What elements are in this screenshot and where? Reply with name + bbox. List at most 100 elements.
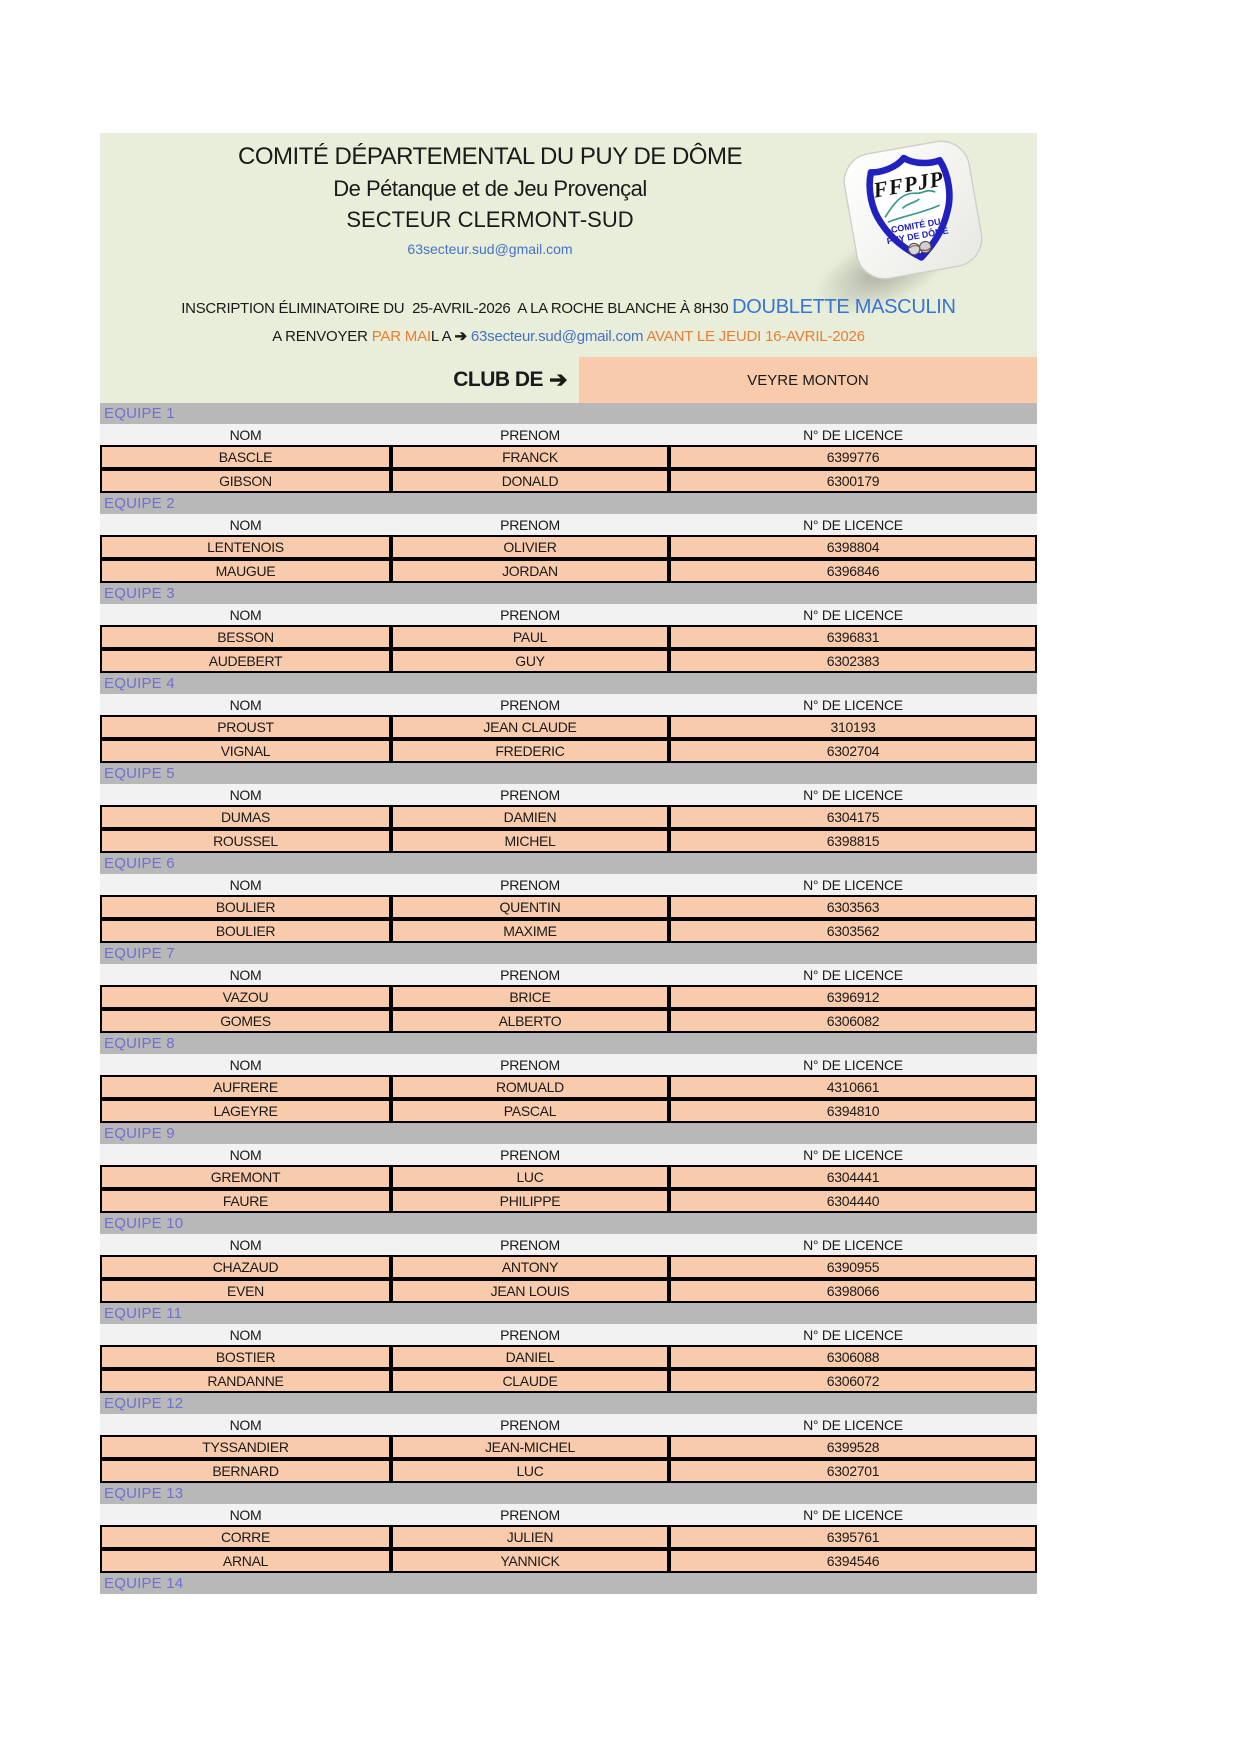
player-licence-cell: 6303562 [669,919,1037,943]
player-row: TYSSANDIER JEAN-MICHEL 6399528 [100,1435,1037,1459]
column-header-row: NOM PRENOM N° DE LICENCE [100,1414,1037,1435]
player-row: BOULIER MAXIME 6303562 [100,919,1037,943]
player-prenom-cell: JULIEN [391,1525,669,1549]
team-label-bar: EQUIPE 9 [100,1123,1037,1144]
header-email-link[interactable]: 63secteur.sud@gmail.com [407,241,573,257]
player-row: ARNAL YANNICK 6394546 [100,1549,1037,1573]
team-label-bar: EQUIPE 2 [100,493,1037,514]
player-row: FAURE PHILIPPE 6304440 [100,1189,1037,1213]
player-row: PROUST JEAN CLAUDE 310193 [100,715,1037,739]
player-nom-cell: RANDANNE [100,1369,391,1393]
player-prenom-cell: YANNICK [391,1549,669,1573]
column-header-licence: N° DE LICENCE [803,696,903,713]
player-licence-cell: 6302701 [669,1459,1037,1483]
column-header-nom: NOM [229,1416,262,1433]
team-label: EQUIPE 12 [104,1395,184,1412]
player-prenom-cell: DONALD [391,469,669,493]
team-label-bar: EQUIPE 5 [100,763,1037,784]
team-block: EQUIPE 4 NOM PRENOM N° DE LICENCE PROUST… [100,673,1037,763]
column-header-licence: N° DE LICENCE [803,966,903,983]
player-nom-cell: CHAZAUD [100,1255,391,1279]
player-nom-cell: EVEN [100,1279,391,1303]
column-header-prenom: PRENOM [500,696,560,713]
column-header-nom: NOM [229,1146,262,1163]
player-prenom-cell: DAMIEN [391,805,669,829]
player-prenom-cell: ROMUALD [391,1075,669,1099]
player-nom-cell: BERNARD [100,1459,391,1483]
team-label: EQUIPE 3 [104,585,175,602]
column-header-prenom: PRENOM [500,876,560,893]
player-prenom-cell: CLAUDE [391,1369,669,1393]
player-licence-cell: 6394810 [669,1099,1037,1123]
player-row: AUFRERE ROMUALD 4310661 [100,1075,1037,1099]
team-label-bar: EQUIPE 6 [100,853,1037,874]
column-header-prenom: PRENOM [500,426,560,443]
player-prenom-cell: PASCAL [391,1099,669,1123]
player-row: DUMAS DAMIEN 6304175 [100,805,1037,829]
team-block: EQUIPE 12 NOM PRENOM N° DE LICENCE TYSSA… [100,1393,1037,1483]
column-header-prenom: PRENOM [500,1146,560,1163]
column-header-licence: N° DE LICENCE [803,606,903,623]
player-nom-cell: BOULIER [100,919,391,943]
team-label-bar: EQUIPE 10 [100,1213,1037,1234]
player-licence-cell: 6303563 [669,895,1037,919]
player-row: GOMES ALBERTO 6306082 [100,1009,1037,1033]
player-prenom-cell: OLIVIER [391,535,669,559]
column-header-nom: NOM [229,876,262,893]
column-header-row: NOM PRENOM N° DE LICENCE [100,1504,1037,1525]
player-nom-cell: DUMAS [100,805,391,829]
player-prenom-cell: JORDAN [391,559,669,583]
column-header-licence: N° DE LICENCE [803,1506,903,1523]
column-header-row: NOM PRENOM N° DE LICENCE [100,964,1037,985]
team-label: EQUIPE 11 [104,1305,183,1322]
column-header-nom: NOM [229,786,262,803]
player-prenom-cell: QUENTIN [391,895,669,919]
player-row: GIBSON DONALD 6300179 [100,469,1037,493]
player-licence-cell: 6398815 [669,829,1037,853]
team-block: EQUIPE 10 NOM PRENOM N° DE LICENCE CHAZA… [100,1213,1037,1303]
player-nom-cell: GOMES [100,1009,391,1033]
player-row: GREMONT LUC 6304441 [100,1165,1037,1189]
column-header-row: NOM PRENOM N° DE LICENCE [100,694,1037,715]
player-prenom-cell: JEAN LOUIS [391,1279,669,1303]
return-email-link[interactable]: 63secteur.sud@gmail.com [466,328,644,345]
team-block: EQUIPE 2 NOM PRENOM N° DE LICENCE LENTEN… [100,493,1037,583]
player-licence-cell: 6399528 [669,1435,1037,1459]
player-row: LENTENOIS OLIVIER 6398804 [100,535,1037,559]
player-prenom-cell: PHILIPPE [391,1189,669,1213]
team-block: EQUIPE 1 NOM PRENOM N° DE LICENCE BASCLE… [100,403,1037,493]
player-row: MAUGUE JORDAN 6396846 [100,559,1037,583]
player-prenom-cell: ANTONY [391,1255,669,1279]
team-label: EQUIPE 9 [104,1125,175,1142]
team-label: EQUIPE 7 [104,945,175,962]
player-licence-cell: 6304175 [669,805,1037,829]
return-text-2: L A [430,328,455,345]
team-label: EQUIPE 2 [104,495,175,512]
club-de-label: CLUB DE ➔ [100,357,567,403]
team-block: EQUIPE 9 NOM PRENOM N° DE LICENCE GREMON… [100,1123,1037,1213]
column-header-nom: NOM [229,1506,262,1523]
team-label-bar: EQUIPE 12 [100,1393,1037,1414]
player-licence-cell: 6306088 [669,1345,1037,1369]
player-prenom-cell: JEAN CLAUDE [391,715,669,739]
column-header-nom: NOM [229,606,262,623]
player-prenom-cell: MAXIME [391,919,669,943]
column-header-row: NOM PRENOM N° DE LICENCE [100,1144,1037,1165]
player-licence-cell: 6395761 [669,1525,1037,1549]
petanque-boules-icon [907,240,932,256]
ffpjp-badge: FFPJP COMITÉ DU PUY DE DÔME [837,134,990,287]
deadline-text: AVANT LE JEUDI 16-AVRIL-2026 [643,328,865,345]
player-licence-cell: 6306082 [669,1009,1037,1033]
column-header-licence: N° DE LICENCE [803,516,903,533]
player-nom-cell: AUFRERE [100,1075,391,1099]
player-licence-cell: 6396912 [669,985,1037,1009]
column-header-licence: N° DE LICENCE [803,1146,903,1163]
column-header-prenom: PRENOM [500,1236,560,1253]
player-licence-cell: 4310661 [669,1075,1037,1099]
player-nom-cell: ROUSSEL [100,829,391,853]
column-header-licence: N° DE LICENCE [803,786,903,803]
player-licence-cell: 6302383 [669,649,1037,673]
team-label-bar: EQUIPE 11 [100,1303,1037,1324]
teams-table: EQUIPE 1 NOM PRENOM N° DE LICENCE BASCLE… [100,403,1037,1594]
